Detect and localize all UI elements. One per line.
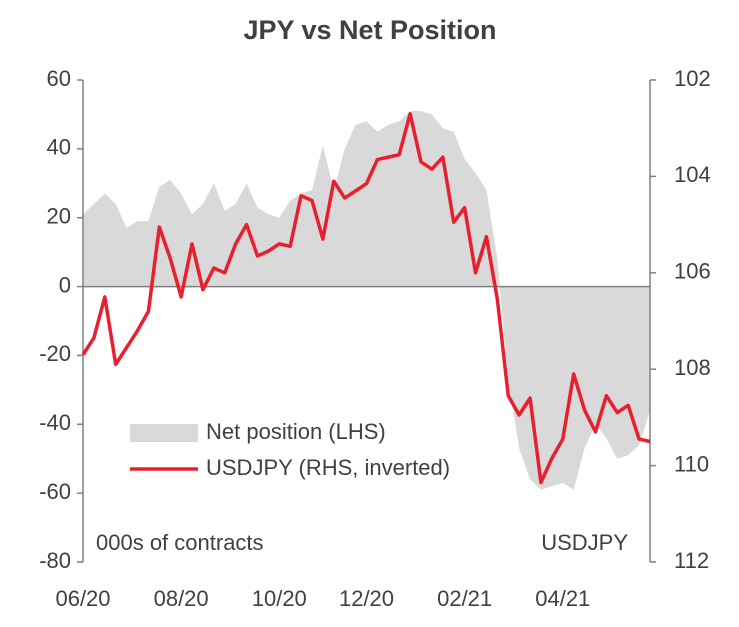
legend-swatch bbox=[130, 424, 198, 442]
y-tick-label: -20 bbox=[39, 341, 71, 366]
x-tick-label: 12/20 bbox=[339, 586, 394, 611]
y2-tick-label: 110 bbox=[674, 451, 709, 476]
y2-tick-label: 102 bbox=[674, 66, 711, 91]
y-tick-label: 40 bbox=[47, 135, 71, 160]
y-tick-label: -40 bbox=[39, 410, 71, 435]
x-tick-label: 04/21 bbox=[535, 586, 590, 611]
x-tick-label: 08/20 bbox=[154, 586, 209, 611]
annotation: 000s of contracts bbox=[96, 530, 264, 555]
y-tick-label: -60 bbox=[39, 479, 71, 504]
y2-tick-label: 104 bbox=[674, 162, 711, 187]
y2-tick-label: 108 bbox=[674, 355, 711, 380]
x-tick-label: 02/21 bbox=[437, 586, 492, 611]
y-tick-label: 0 bbox=[59, 272, 71, 297]
y-tick-label: -80 bbox=[39, 548, 71, 573]
y2-tick-label: 112 bbox=[674, 548, 709, 573]
y2-tick-label: 106 bbox=[674, 259, 711, 284]
chart-title: JPY vs Net Position bbox=[243, 15, 496, 45]
x-tick-label: 10/20 bbox=[252, 586, 307, 611]
y-tick-label: 60 bbox=[47, 66, 71, 91]
line bbox=[81, 111, 651, 485]
y-tick-label: 20 bbox=[47, 204, 71, 229]
annotation: USDJPY bbox=[541, 530, 628, 555]
x-tick-label: 06/20 bbox=[55, 586, 110, 611]
area bbox=[83, 110, 650, 490]
legend-label: Net position (LHS) bbox=[206, 419, 386, 444]
legend-label: USDJPY (RHS, inverted) bbox=[206, 455, 450, 480]
